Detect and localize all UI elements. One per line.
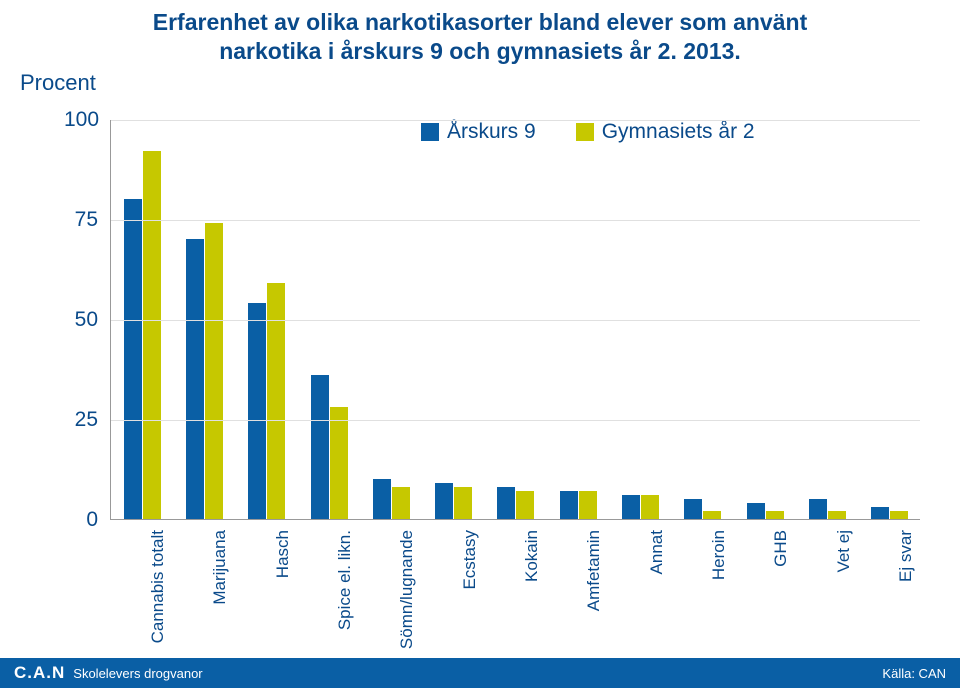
bar <box>143 151 161 519</box>
legend-item: Årskurs 9 <box>421 120 536 144</box>
bar <box>579 491 597 519</box>
x-label: Annat <box>647 530 667 574</box>
x-label: Amfetamin <box>584 530 604 611</box>
bar <box>871 507 889 519</box>
x-label: Vet ej <box>834 530 854 573</box>
bar-group <box>734 503 796 519</box>
x-label: Marijuana <box>210 530 230 605</box>
bar <box>186 239 204 519</box>
legend-swatch <box>576 123 594 141</box>
y-axis-label: Procent <box>20 70 96 96</box>
bar-group <box>547 491 609 519</box>
y-tick: 0 <box>64 508 98 532</box>
bar <box>766 511 784 519</box>
bar-group <box>485 487 547 519</box>
legend: Årskurs 9 Gymnasiets år 2 <box>421 120 755 144</box>
bar <box>373 479 391 519</box>
logo-subtitle: Skolelevers drogvanor <box>73 666 202 681</box>
plot-area: Årskurs 9Gymnasiets år 2 Cannabis totalt… <box>110 120 920 520</box>
bar <box>560 491 578 519</box>
x-label: Ej svar <box>896 530 916 582</box>
bar <box>828 511 846 519</box>
title-line-2: narkotika i årskurs 9 och gymnasiets år … <box>40 37 920 66</box>
gridline <box>111 420 920 421</box>
bar <box>205 223 223 519</box>
y-tick: 100 <box>64 108 98 132</box>
bar-group <box>173 223 235 519</box>
y-tick: 75 <box>64 208 98 232</box>
bar <box>703 511 721 519</box>
x-label: Heroin <box>709 530 729 580</box>
chart-title: Erfarenhet av olika narkotikasorter blan… <box>0 0 960 66</box>
bar-group <box>236 283 298 519</box>
bar <box>267 283 285 519</box>
bar <box>747 503 765 519</box>
bar <box>809 499 827 519</box>
bar <box>435 483 453 519</box>
chart: Årskurs 9Gymnasiets år 2 Cannabis totalt… <box>70 110 930 550</box>
footer-bar: C.A.N Skolelevers drogvanor Källa: CAN <box>0 658 960 688</box>
gridline <box>111 120 920 121</box>
title-line-1: Erfarenhet av olika narkotikasorter blan… <box>40 8 920 37</box>
bar-group <box>609 495 671 519</box>
bar <box>392 487 410 519</box>
bar-group <box>423 483 485 519</box>
bar <box>684 499 702 519</box>
x-label: Kokain <box>522 530 542 582</box>
bar-group <box>111 151 173 519</box>
bar <box>311 375 329 519</box>
y-tick: 25 <box>64 408 98 432</box>
y-tick: 50 <box>64 308 98 332</box>
bar <box>641 495 659 519</box>
bar-group <box>360 479 422 519</box>
bar <box>497 487 515 519</box>
x-label: Spice el. likn. <box>335 530 355 630</box>
bar-group <box>859 507 921 519</box>
bar-group <box>298 375 360 519</box>
legend-item: Gymnasiets år 2 <box>576 120 755 144</box>
gridline <box>111 220 920 221</box>
x-label: Cannabis totalt <box>148 530 168 643</box>
bar <box>890 511 908 519</box>
x-label: GHB <box>771 530 791 567</box>
bar <box>124 199 142 519</box>
bar <box>454 487 472 519</box>
footer-logo: C.A.N Skolelevers drogvanor <box>14 663 203 683</box>
logo-text: C.A.N <box>14 663 65 683</box>
bar <box>330 407 348 519</box>
legend-swatch <box>421 123 439 141</box>
gridline <box>111 320 920 321</box>
bar <box>622 495 640 519</box>
bar-group <box>796 499 858 519</box>
legend-label: Gymnasiets år 2 <box>602 120 755 144</box>
bar-group <box>672 499 734 519</box>
x-label: Hasch <box>273 530 293 578</box>
x-label: Sömn/lugnande <box>397 530 417 649</box>
footer-source: Källa: CAN <box>882 666 946 681</box>
bar <box>516 491 534 519</box>
bar <box>248 303 266 519</box>
legend-label: Årskurs 9 <box>447 120 536 144</box>
x-label: Ecstasy <box>460 530 480 590</box>
